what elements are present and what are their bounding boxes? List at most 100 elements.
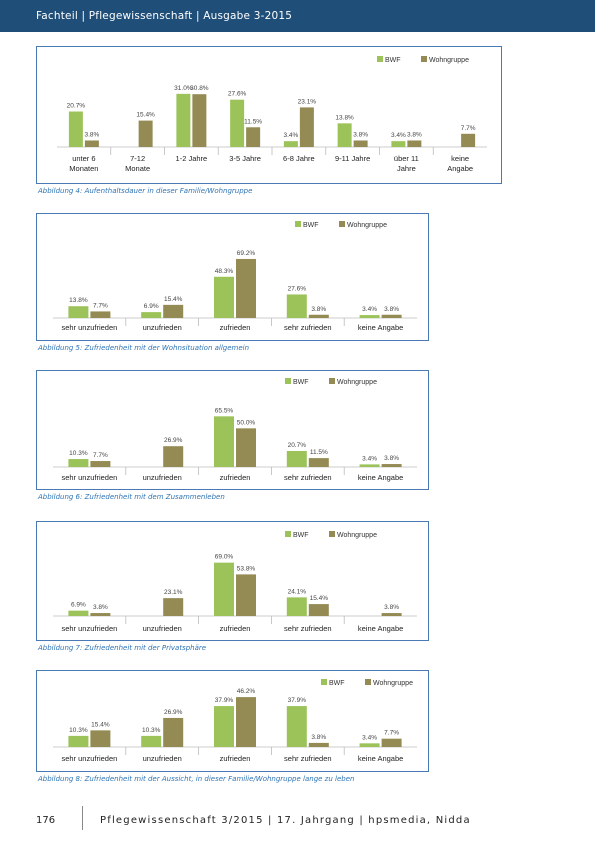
data-label: 7.7% (93, 302, 108, 309)
data-label: 15.4% (91, 721, 110, 728)
category-label: sehr unzufrieden (61, 754, 117, 763)
bar-wohngruppe-0 (90, 730, 111, 747)
bar-wohngruppe-0 (84, 140, 99, 147)
figure-8: BWF Wohngruppe 10.3% 15.4% sehr unzufrieden 1… (36, 670, 429, 772)
bar-wohngruppe-4 (381, 613, 402, 616)
data-label: 11.5% (244, 118, 262, 125)
bar-bwf-1 (141, 312, 162, 318)
bar-bwf-4 (359, 743, 380, 747)
category-label: zufrieden (220, 323, 251, 332)
legend-label-0: BWF (329, 680, 345, 687)
category-label: unzufrieden (143, 473, 182, 482)
bar-bwf-2 (214, 416, 234, 467)
category-label: 3-5 Jahre (229, 154, 261, 163)
category-label: zufrieden (220, 473, 251, 482)
category-label-line2: Angabe (447, 164, 473, 173)
figure-4: BWF Wohngruppe 20.7% 3.8% unter 6 Monaten 15.4… (36, 46, 502, 184)
legend-swatch-0 (285, 378, 291, 384)
data-label: 3.8% (384, 604, 399, 611)
data-label: 26.9% (164, 437, 183, 444)
footer-divider (82, 806, 83, 830)
bar-bwf-5 (337, 123, 352, 147)
category-label: zufrieden (220, 624, 251, 633)
caption-figure-8: Abbildung 8: Zufriedenheit mit der Aussi… (38, 775, 355, 783)
category-label: unzufrieden (143, 323, 182, 332)
bar-bwf-2 (214, 276, 234, 318)
category-label: über 11 (394, 154, 419, 163)
bar-bwf-6 (391, 141, 406, 147)
data-label: 48.3% (215, 268, 234, 275)
data-label: 3.8% (353, 131, 368, 138)
legend-swatch-0 (295, 221, 301, 227)
bar-wohngruppe-2 (236, 697, 256, 747)
figure-6: BWF Wohngruppe 10.3% 7.7% sehr unzufrieden 26… (36, 370, 429, 490)
legend-swatch-1 (329, 378, 335, 384)
bar-bwf-3 (286, 706, 307, 747)
bar-bwf-4 (359, 315, 380, 318)
bar-wohngruppe-1 (163, 598, 184, 616)
bar-wohngruppe-1 (163, 717, 184, 747)
bar-wohngruppe-2 (236, 574, 256, 616)
category-label: 1-2 Jahre (176, 154, 208, 163)
data-label: 10.3% (69, 450, 88, 457)
legend-swatch-0 (377, 56, 383, 62)
data-label: 13.8% (335, 114, 354, 121)
bar-wohngruppe-3 (308, 742, 329, 747)
caption-figure-6: Abbildung 6: Zufriedenheit mit dem Zusam… (38, 493, 225, 501)
category-label: unzufrieden (143, 624, 182, 633)
bar-wohngruppe-7 (461, 133, 476, 147)
bar-bwf-3 (230, 99, 245, 147)
bar-bwf-3 (286, 294, 307, 318)
data-label: 7.7% (93, 452, 108, 459)
legend-label-0: BWF (293, 532, 309, 539)
legend-label-0: BWF (385, 57, 401, 64)
legend-swatch-1 (365, 679, 371, 685)
data-label: 20.7% (288, 442, 307, 449)
category-label: keine Angabe (358, 473, 403, 482)
legend-label-1: Wohngruppe (429, 57, 469, 64)
bar-wohngruppe-4 (381, 738, 402, 747)
data-label: 6.9% (71, 602, 86, 609)
chart-5: BWF Wohngruppe 13.8% 7.7% sehr unzufrieden 6.… (53, 221, 417, 332)
legend-swatch-1 (421, 56, 427, 62)
category-label: sehr zufrieden (284, 323, 332, 332)
legend-label-0: BWF (293, 379, 309, 386)
category-label: sehr zufrieden (284, 754, 332, 763)
bar-wohngruppe-0 (90, 311, 111, 318)
category-label-line2: Jahre (397, 164, 416, 173)
data-label: 3.4% (391, 132, 406, 139)
category-label: unter 6 (72, 154, 95, 163)
data-label: 15.4% (136, 112, 155, 119)
data-label: 53.8% (237, 565, 256, 572)
category-label: sehr zufrieden (284, 473, 332, 482)
bar-bwf-0 (68, 459, 89, 467)
data-label: 23.1% (164, 589, 183, 596)
bar-bwf-1 (141, 735, 162, 747)
page-header: Fachteil | Pflegewissenschaft | Ausgabe … (0, 0, 595, 32)
data-label: 50.0% (237, 419, 256, 426)
chart-7: BWF Wohngruppe 6.9% 3.8% sehr unzufrieden 23.… (53, 531, 417, 633)
data-label: 3.8% (384, 306, 399, 313)
bar-bwf-4 (283, 141, 298, 147)
data-label: 6.9% (144, 303, 159, 310)
data-label: 23.1% (298, 98, 317, 105)
chart-6: BWF Wohngruppe 10.3% 7.7% sehr unzufrieden 26… (53, 378, 417, 482)
data-label: 3.8% (311, 734, 326, 741)
category-label: sehr unzufrieden (61, 624, 117, 633)
data-label: 3.4% (362, 455, 377, 462)
legend-label-1: Wohngruppe (373, 680, 413, 687)
bar-bwf-0 (68, 610, 89, 616)
category-label: keine Angabe (358, 754, 403, 763)
bar-bwf-4 (359, 464, 380, 467)
data-label: 30.8% (190, 85, 209, 92)
bar-wohngruppe-3 (308, 458, 329, 467)
bar-wohngruppe-0 (90, 613, 111, 616)
category-label: sehr zufrieden (284, 624, 332, 633)
bar-wohngruppe-0 (90, 461, 111, 467)
data-label: 3.4% (362, 734, 377, 741)
bar-bwf-0 (68, 306, 89, 318)
data-label: 3.8% (384, 455, 399, 462)
data-label: 7.7% (461, 125, 476, 132)
